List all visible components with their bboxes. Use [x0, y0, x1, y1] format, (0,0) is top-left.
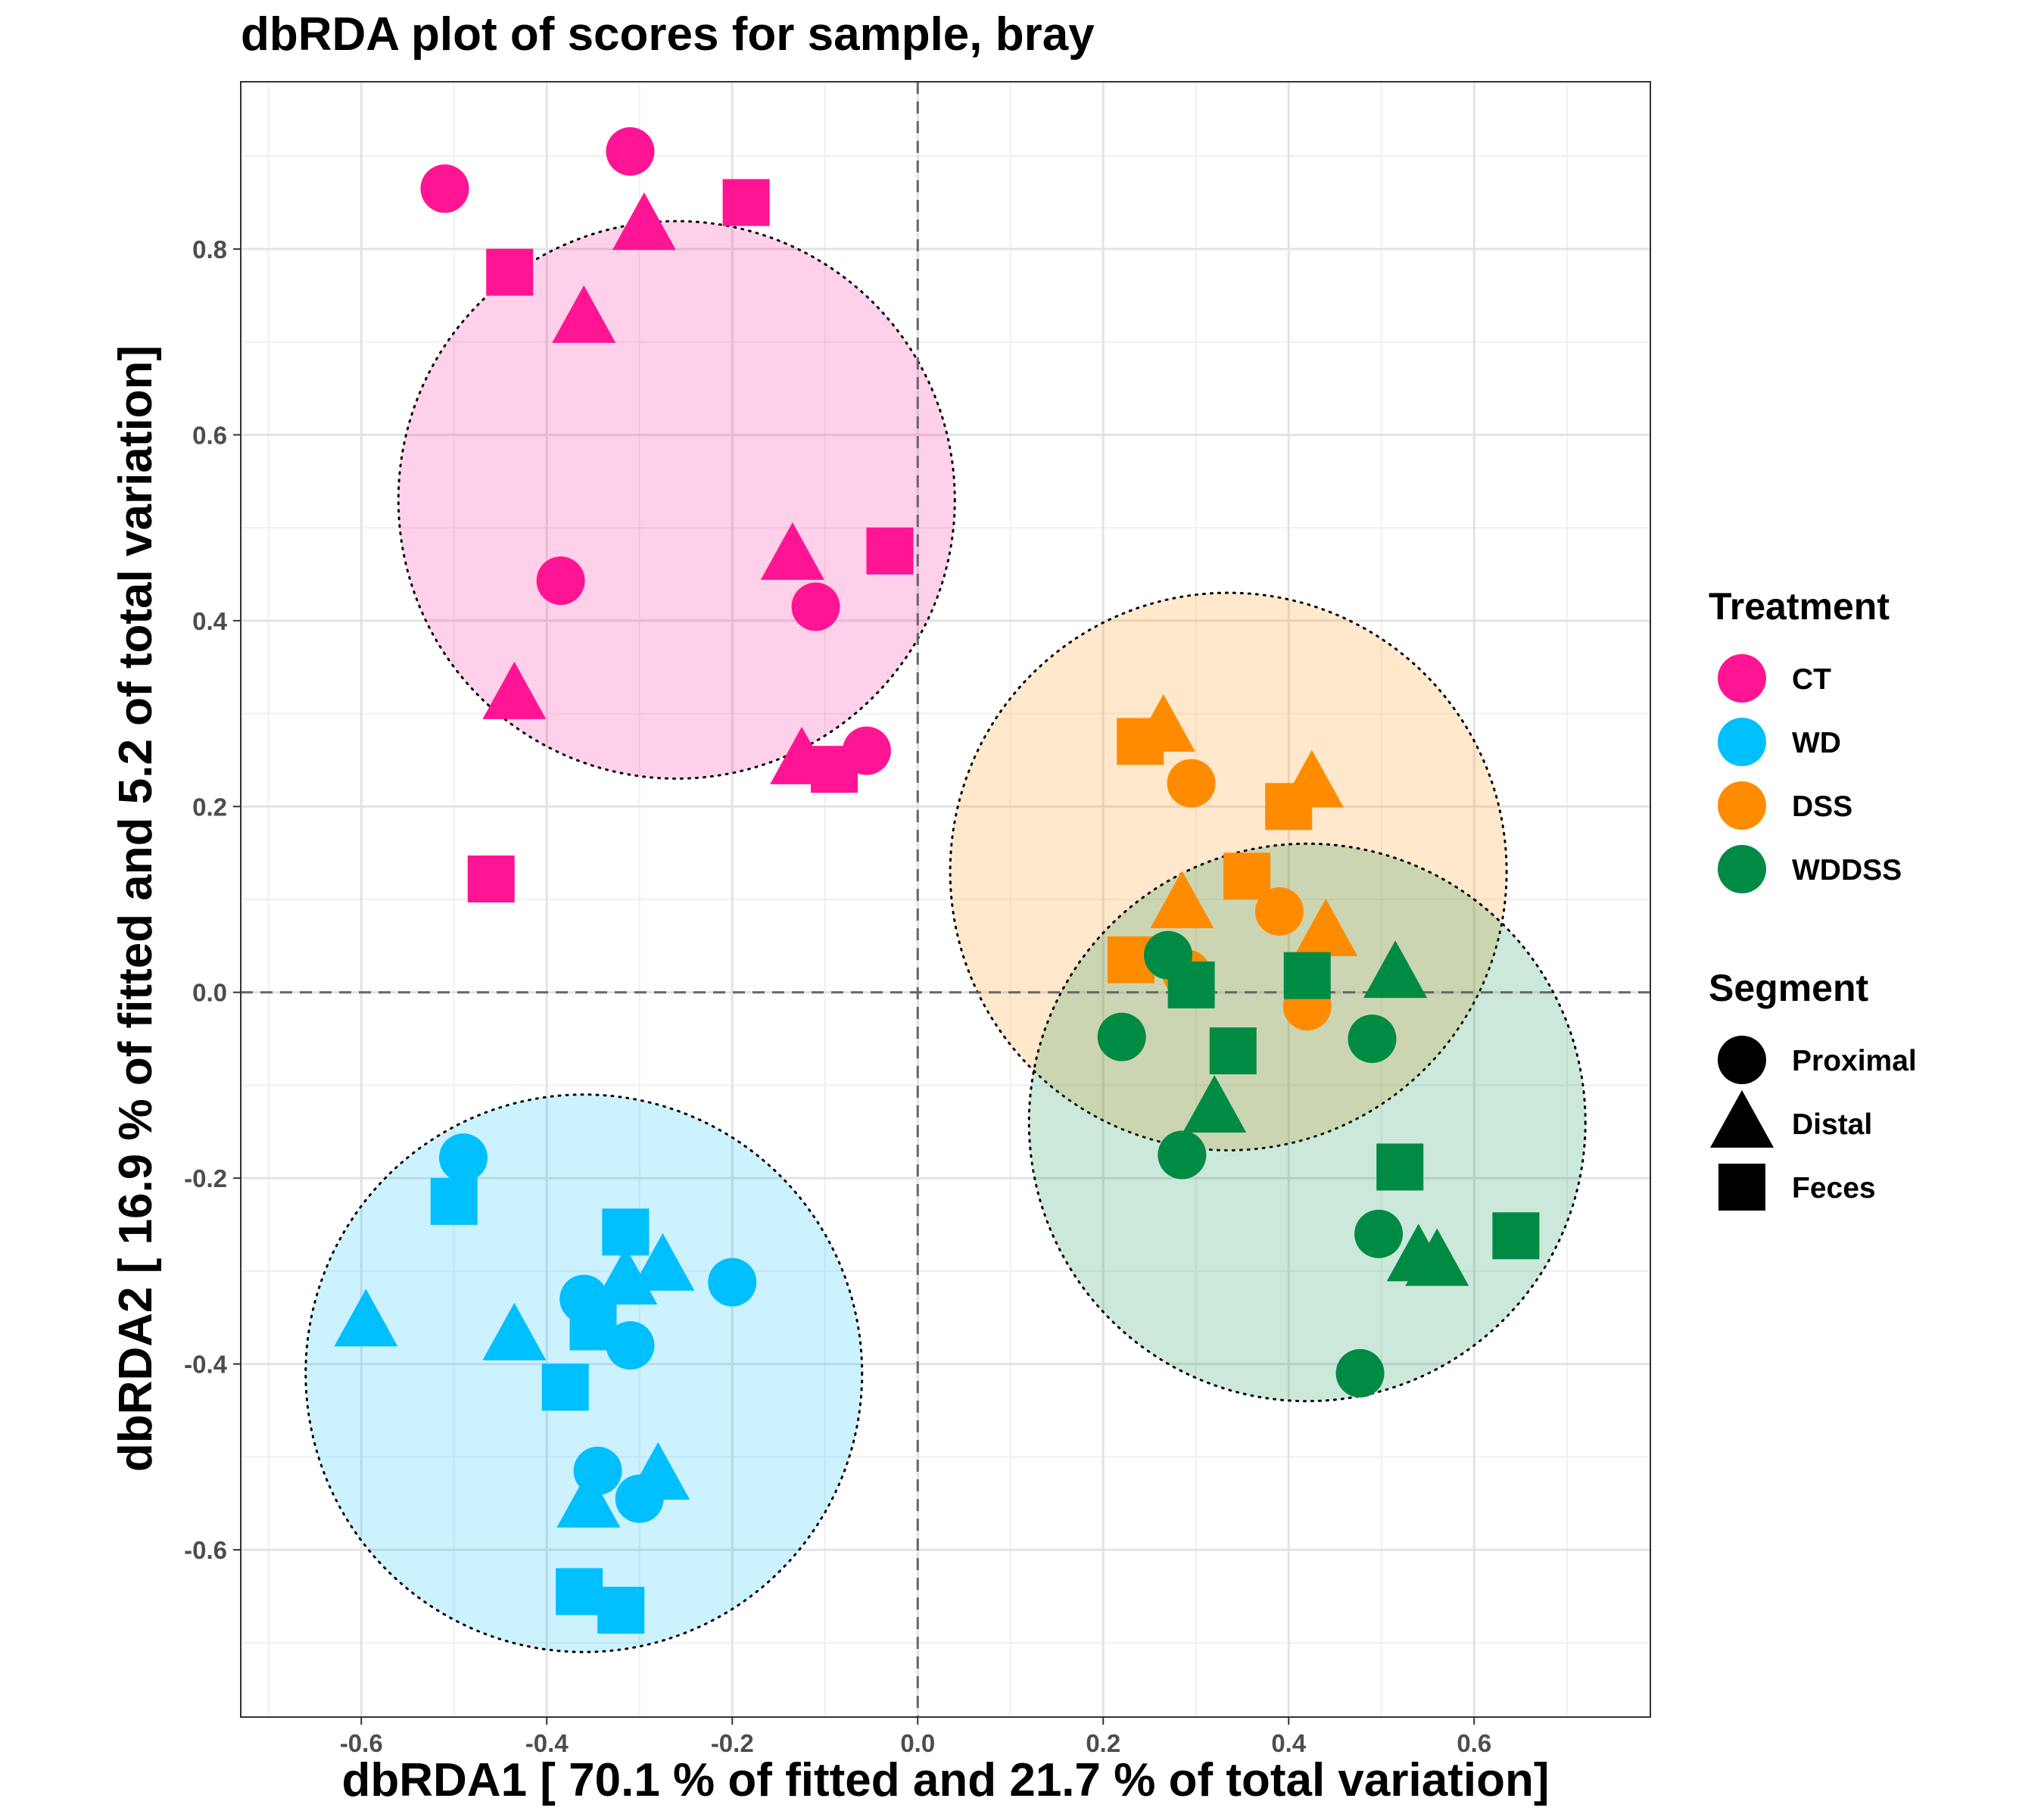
- x-tick-label: 0.0: [900, 1729, 935, 1757]
- legend-key-wddss: [1718, 845, 1766, 893]
- x-tick-label: 0.2: [1086, 1729, 1120, 1757]
- legend-title: Treatment: [1709, 585, 1890, 628]
- legend-key-feces: [1718, 1164, 1765, 1211]
- point-dss-square: [1223, 852, 1271, 900]
- legend-segment: Segment Proximal Distal Feces: [1709, 967, 1917, 1211]
- point-dss-triangle: [1294, 898, 1358, 956]
- legend-key-distal: [1710, 1089, 1774, 1148]
- point-wddss-square: [1167, 961, 1215, 1008]
- point-ct-square: [467, 856, 515, 902]
- point-ct-triangle: [482, 661, 547, 719]
- reference-lines: [241, 82, 1650, 1717]
- legend-label: WDDSS: [1792, 854, 1902, 887]
- point-wddss-triangle: [1182, 1075, 1247, 1133]
- point-wddss-square: [1209, 1027, 1257, 1075]
- point-wd-triangle: [556, 1469, 621, 1528]
- point-ct-square: [866, 527, 914, 575]
- y-tick-label: 0.0: [192, 979, 227, 1007]
- legend: TreatmentCTWDDSSWDDSSSegmentProximalDist…: [1709, 585, 1917, 1211]
- panel-border: [240, 81, 1651, 1718]
- point-wd-square: [597, 1586, 645, 1634]
- point-wd-triangle: [626, 1441, 690, 1500]
- point-wd-triangle: [631, 1233, 695, 1291]
- y-tick-label: 0.8: [192, 235, 227, 263]
- legend-label: CT: [1792, 663, 1831, 696]
- y-tick-label: -0.4: [184, 1351, 228, 1379]
- point-wd-circle: [439, 1133, 488, 1183]
- point-ct-triangle: [760, 522, 824, 580]
- point-wd-circle: [708, 1258, 757, 1307]
- point-dss-triangle: [1150, 871, 1214, 929]
- legend-label: DSS: [1792, 790, 1852, 823]
- legend-title: Segment: [1709, 967, 1869, 1009]
- point-dss-circle: [1167, 759, 1216, 808]
- point-ct-triangle: [612, 192, 676, 251]
- point-wddss-circle: [1097, 1012, 1146, 1061]
- point-layer: [334, 127, 1540, 1634]
- y-axis-title: dbRDA2 [ 16.9 % of fitted and 5.2 of tot…: [110, 345, 162, 1472]
- point-wd-square: [602, 1208, 650, 1256]
- legend-key-dss: [1718, 781, 1766, 830]
- legend-key-wd: [1718, 718, 1766, 766]
- point-wddss-square: [1376, 1143, 1424, 1191]
- x-tick-label: -0.6: [340, 1729, 383, 1757]
- legend-key-ct: [1718, 654, 1766, 703]
- point-ct-square: [722, 179, 770, 226]
- point-wd-triangle: [482, 1302, 547, 1360]
- point-wddss-square: [1492, 1212, 1540, 1260]
- point-ct-circle: [420, 164, 469, 213]
- y-tick-label: 0.4: [192, 607, 228, 635]
- y-tick-label: -0.6: [184, 1536, 227, 1564]
- point-wd-square: [569, 1303, 617, 1351]
- legend-label: Feces: [1792, 1172, 1876, 1205]
- x-tick-label: 0.6: [1457, 1729, 1491, 1757]
- point-ct-circle: [536, 556, 585, 606]
- point-ct-circle: [791, 582, 840, 631]
- point-wd-square: [430, 1177, 478, 1225]
- y-tick-label: 0.6: [192, 421, 227, 449]
- point-wddss-triangle: [1405, 1228, 1469, 1286]
- ellipse-wddss: [1027, 842, 1587, 1403]
- y-tick-label: -0.2: [184, 1164, 227, 1192]
- point-wddss-square: [1283, 952, 1331, 999]
- point-dss-square: [1117, 718, 1164, 765]
- x-axis-title: dbRDA1 [ 70.1 % of fitted and 21.7 % of …: [342, 1754, 1550, 1806]
- point-wd-square: [556, 1568, 603, 1616]
- x-tick-label: -0.2: [711, 1729, 754, 1757]
- legend-label: Distal: [1792, 1108, 1872, 1141]
- point-ct-square: [486, 248, 534, 296]
- point-ct-square: [811, 746, 858, 793]
- point-wd-square: [541, 1364, 589, 1411]
- chart-title: dbRDA plot of scores for sample, bray: [241, 8, 1095, 61]
- point-wddss-triangle: [1363, 940, 1428, 999]
- point-wddss-circle: [1348, 1014, 1397, 1064]
- point-ct-triangle: [552, 285, 616, 343]
- point-wd-triangle: [334, 1289, 398, 1347]
- x-tick-label: 0.4: [1271, 1729, 1307, 1757]
- legend-key-proximal: [1718, 1036, 1766, 1084]
- tick-layer: -0.6 -0.4 -0.2 0.0 0.2 0.4 0.6 -0.6 -0.4 -0.2 0.0 0…: [184, 235, 1491, 1757]
- point-wddss-circle: [1354, 1209, 1404, 1258]
- y-tick-label: 0.2: [192, 793, 227, 821]
- legend-label: Proximal: [1792, 1045, 1917, 1077]
- point-wd-circle: [606, 1321, 655, 1370]
- x-tick-label: -0.4: [525, 1729, 569, 1757]
- ellipse-ct: [397, 220, 956, 780]
- legend-label: WD: [1792, 727, 1841, 759]
- point-wddss-circle: [1335, 1348, 1385, 1398]
- point-wddss-circle: [1158, 1130, 1207, 1180]
- point-ct-circle: [606, 127, 655, 176]
- point-dss-square: [1265, 783, 1313, 831]
